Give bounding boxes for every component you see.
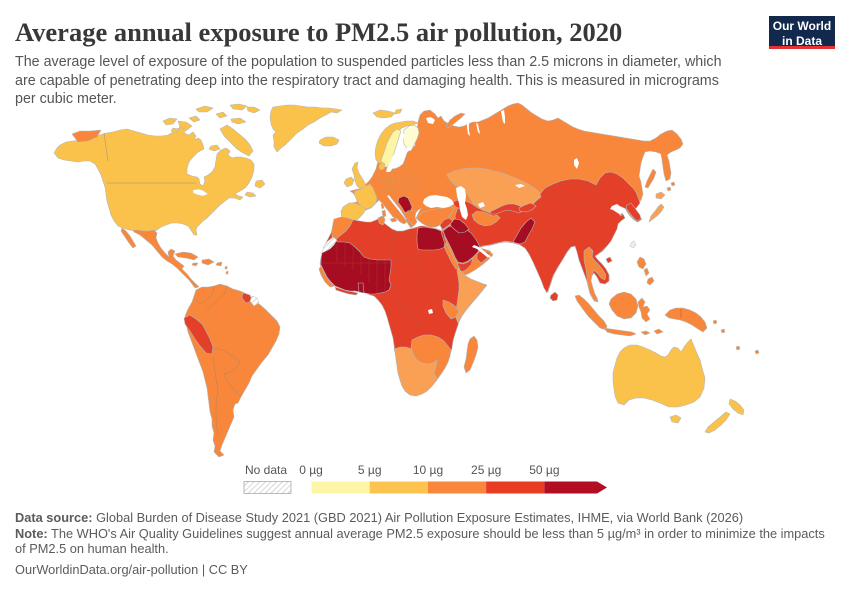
svg-text:25 µg: 25 µg — [471, 463, 501, 477]
svg-text:0 µg: 0 µg — [299, 463, 323, 477]
svg-text:No data: No data — [245, 463, 287, 477]
svg-text:10 µg: 10 µg — [413, 463, 443, 477]
svg-text:50 µg: 50 µg — [529, 463, 559, 477]
svg-text:5 µg: 5 µg — [358, 463, 382, 477]
